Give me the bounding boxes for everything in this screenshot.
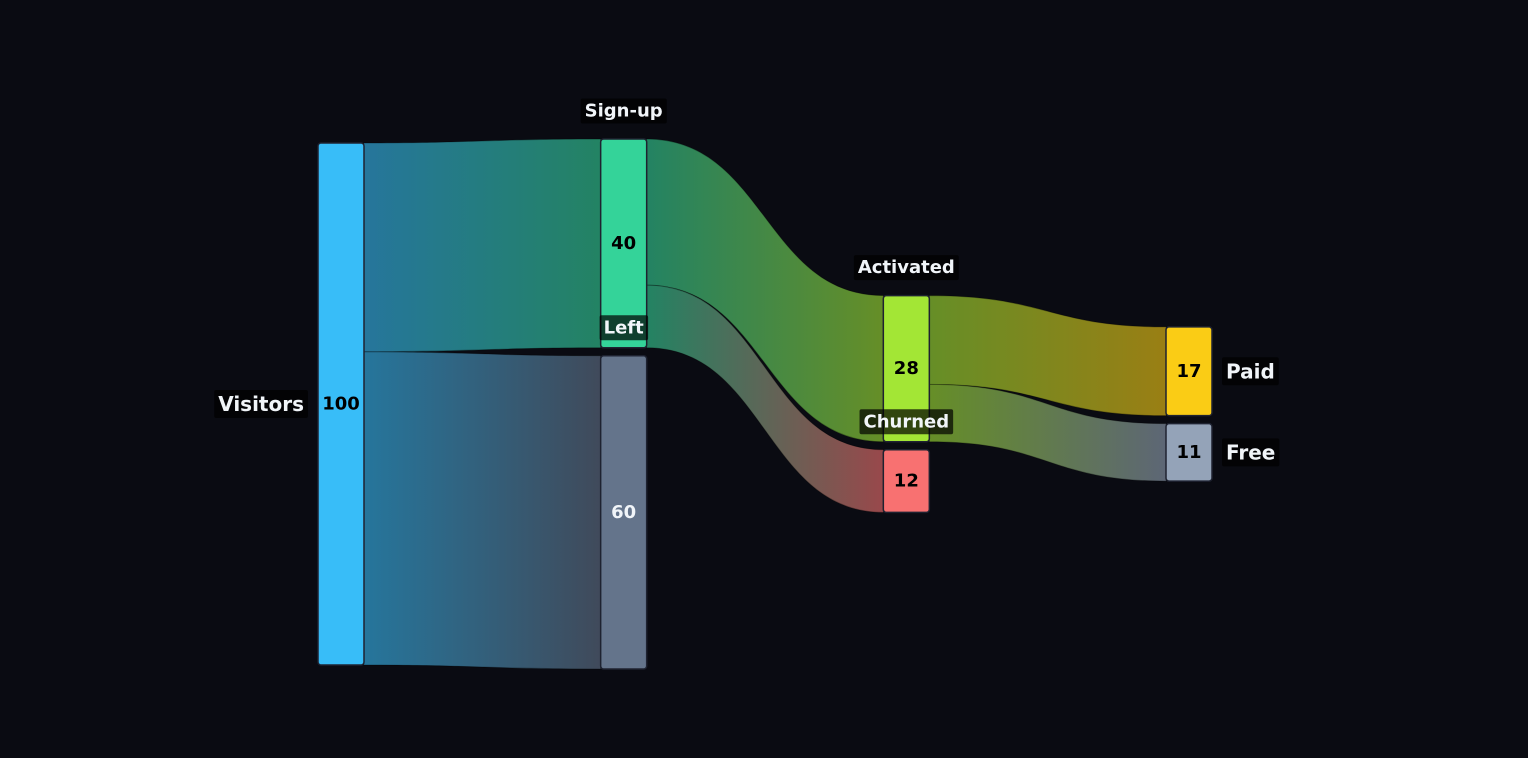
node-label: Free xyxy=(1226,440,1275,464)
link xyxy=(363,351,602,670)
node xyxy=(1165,422,1213,482)
label-background xyxy=(214,390,308,418)
node-label: Visitors xyxy=(218,392,304,416)
node xyxy=(882,294,931,443)
label-background xyxy=(859,409,954,435)
node-value: 12 xyxy=(894,471,919,492)
node-label: Paid xyxy=(1226,359,1275,383)
link xyxy=(646,138,884,443)
node-value: 11 xyxy=(1176,442,1201,463)
node xyxy=(1165,326,1213,417)
node xyxy=(317,142,365,666)
label-background xyxy=(580,98,667,124)
node-label: Churned xyxy=(864,411,950,432)
link xyxy=(363,138,602,353)
link xyxy=(928,383,1167,482)
node-label: Left xyxy=(604,317,645,338)
node xyxy=(599,138,648,349)
node-value: 17 xyxy=(1176,361,1201,382)
node xyxy=(882,449,931,514)
node-label: Activated xyxy=(858,257,955,278)
label-background xyxy=(599,315,649,341)
node xyxy=(599,355,648,670)
node-value: 28 xyxy=(894,358,919,379)
label-background xyxy=(1222,357,1279,386)
links xyxy=(363,138,1167,670)
node-label: Sign-up xyxy=(585,101,663,122)
label-background xyxy=(853,255,959,281)
link xyxy=(928,295,1167,417)
nodes: 100 Visitors 40 Sign-up 60 Left 28 Activated 12 C… xyxy=(214,98,1280,670)
node-value: 40 xyxy=(611,233,636,254)
label-background xyxy=(1222,438,1280,467)
node-value: 60 xyxy=(611,502,636,523)
link xyxy=(646,284,884,513)
node-value: 100 xyxy=(322,394,360,415)
